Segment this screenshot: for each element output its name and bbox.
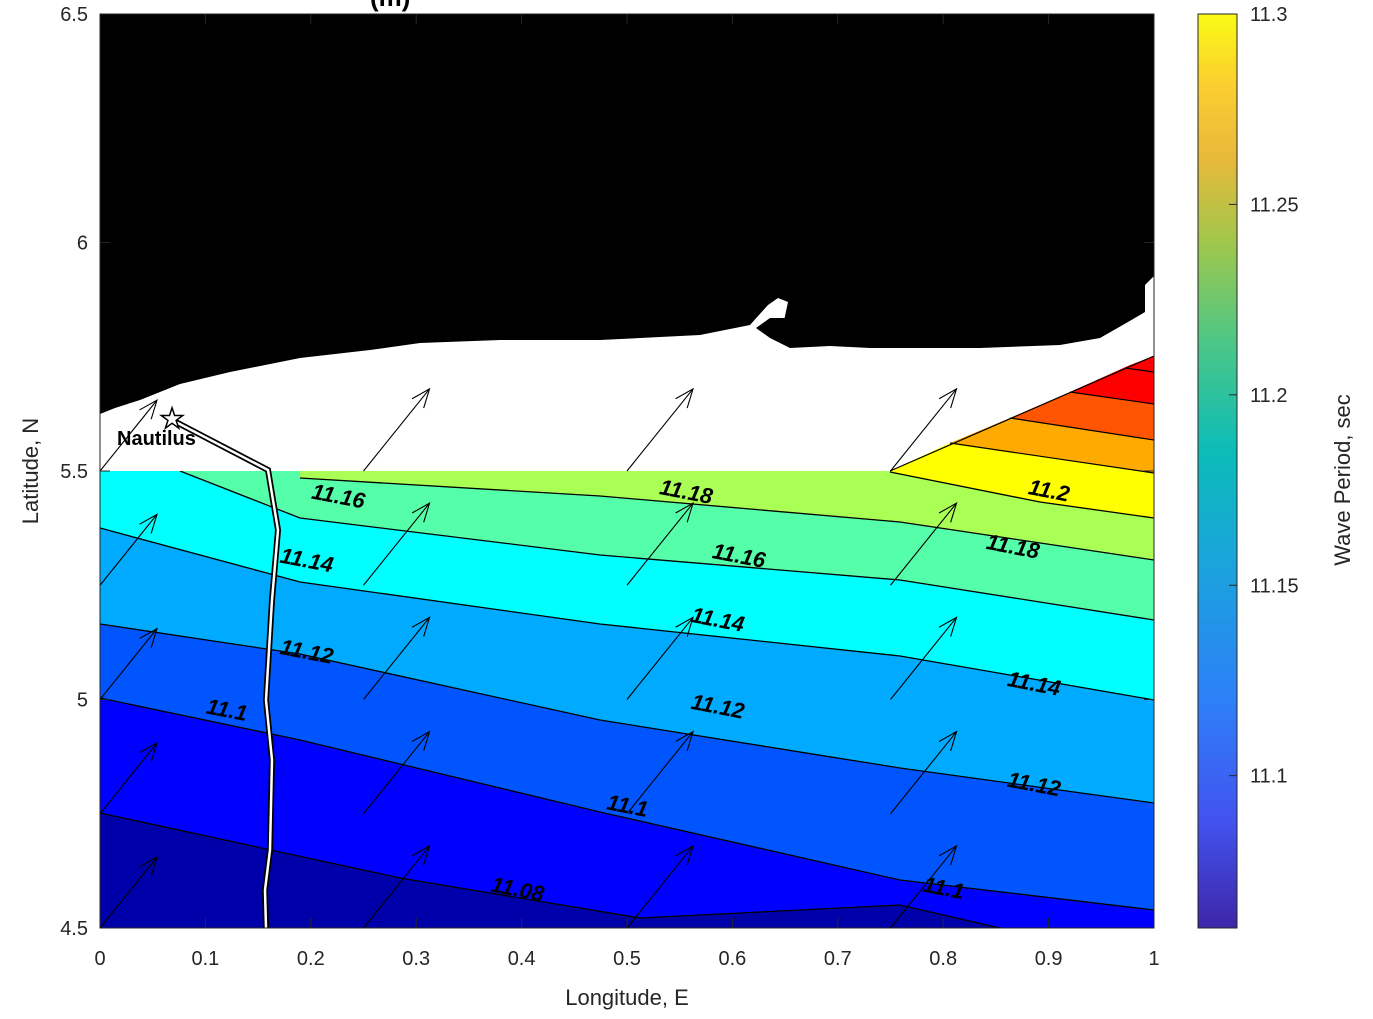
wave-vector-arrowhead	[411, 387, 431, 409]
band-11-2	[300, 471, 1154, 560]
wave-vector-arrowhead	[938, 387, 958, 409]
chart-title: (m)	[370, 0, 410, 12]
wedge-yellow	[890, 443, 1154, 518]
x-tick-label: 0.7	[824, 948, 852, 970]
track-line	[170, 417, 282, 928]
x-tick-label: 0.2	[297, 948, 325, 970]
wedge-contours	[889, 355, 1154, 518]
x-tick-label: 0.5	[613, 948, 641, 970]
wave-vector-arrow	[626, 845, 694, 928]
colorbar	[1197, 13, 1238, 929]
contour-line	[299, 477, 1154, 561]
contour-line	[100, 527, 1154, 701]
y-tick-label: 6	[77, 233, 88, 255]
wedge-orange	[950, 418, 1154, 473]
colorbar-tick-label: 11.3	[1250, 4, 1287, 26]
wave-vector-arrow	[890, 845, 957, 928]
land-mask	[100, 14, 1154, 414]
wave-vector-arrowhead	[139, 627, 158, 648]
wave-vector-arrowhead	[411, 844, 431, 866]
wave-vector-arrowhead	[938, 502, 958, 523]
x-tick-label: 0.3	[402, 948, 430, 970]
wedge-red	[1070, 356, 1154, 404]
contour-line	[100, 812, 1001, 928]
wave-vector-arrow	[363, 617, 430, 700]
colorbar-tick-label: 11.2	[1250, 385, 1287, 407]
wave-vector-arrow	[100, 856, 158, 928]
y-ticks: 4.5 5 5.5 6 6.5	[60, 4, 1154, 940]
wave-vector-arrowhead	[139, 398, 158, 420]
wave-vector-arrowhead	[938, 616, 958, 637]
x-tick-label: 0.6	[718, 948, 746, 970]
wave-vector-arrow	[626, 617, 694, 700]
colorbar-ticks: 11.1 11.15 11.2 11.25 11.3	[1229, 4, 1299, 788]
contour-line	[100, 697, 1154, 911]
wave-vector-arrowhead	[675, 616, 694, 637]
wave-vector-arrow	[626, 731, 694, 815]
station-label: Nautilus	[117, 428, 196, 450]
x-tick-label: 0.1	[191, 948, 219, 970]
wave-vector-arrow	[890, 388, 957, 472]
contour-line	[179, 471, 1154, 621]
wedge-contour-line	[949, 442, 1154, 474]
wave-vector-arrow	[100, 742, 158, 815]
wave-vector-arrow	[363, 388, 430, 472]
colorbar-tick-label: 11.25	[1250, 194, 1299, 216]
wave-vector-arrow	[626, 502, 694, 586]
y-axis-title: Latitude, N	[18, 418, 43, 524]
wave-vector-arrow	[626, 388, 694, 472]
x-tick-label: 0.9	[1035, 948, 1063, 970]
wave-vector-arrow	[100, 628, 158, 700]
wave-vector-arrowhead	[675, 730, 694, 751]
wave-vector-arrow	[100, 399, 158, 472]
contour-line	[100, 623, 1154, 804]
wave-vector-arrowhead	[139, 855, 158, 877]
wedge-contour-line	[1124, 367, 1154, 373]
station-star-icon: ★	[159, 403, 184, 434]
wave-vector-arrowhead	[675, 387, 694, 409]
wave-vector-arrow	[100, 514, 158, 586]
wedge-contour-line	[889, 355, 1154, 472]
colorbar-tick-label: 11.1	[1250, 766, 1287, 788]
wave-vector-arrow	[363, 845, 430, 928]
wedge-darkorange	[1010, 392, 1154, 440]
x-tick-label: 0.8	[929, 948, 957, 970]
colorbar-tick-label: 11.15	[1250, 575, 1299, 597]
x-axis-title: Longitude, E	[565, 985, 689, 1010]
wave-vector-arrowhead	[411, 730, 431, 751]
wave-vector-arrowhead	[938, 844, 958, 866]
wave-vector-arrowhead	[675, 502, 694, 523]
wave-vector-arrow	[890, 731, 957, 815]
x-tick-label: 0.4	[508, 948, 536, 970]
wave-vectors	[100, 387, 958, 928]
wave-vector-arrow	[890, 502, 957, 586]
coast-detail	[756, 318, 830, 348]
wave-vector-arrowhead	[938, 730, 958, 751]
wedge-contour-line	[1009, 417, 1154, 441]
y-tick-label: 6.5	[60, 4, 88, 26]
wave-vector-arrow	[890, 617, 957, 700]
contour-lines	[100, 471, 1154, 928]
y-tick-label: 5.5	[60, 461, 88, 483]
y-tick-label: 4.5	[60, 918, 88, 940]
wave-vector-arrowhead	[675, 844, 694, 866]
wave-vector-arrow	[363, 502, 430, 586]
colorbar-label: Wave Period, sec	[1330, 394, 1355, 566]
wave-vector-arrowhead	[139, 513, 158, 534]
wave-vector-arrowhead	[411, 616, 431, 637]
x-tick-label: 0	[94, 948, 105, 970]
y-tick-label: 5	[77, 690, 88, 712]
x-ticks: 0 0.1 0.2 0.3 0.4 0.5 0.6 0.7 0.8 0.9 1	[94, 14, 1160, 970]
wave-vector-arrow	[363, 731, 430, 815]
wave-vector-arrowhead	[411, 502, 431, 523]
contour-line	[889, 471, 1154, 519]
wedge-contour-line	[1069, 391, 1154, 405]
wave-vector-arrowhead	[139, 741, 158, 763]
x-tick-label: 1	[1148, 948, 1159, 970]
